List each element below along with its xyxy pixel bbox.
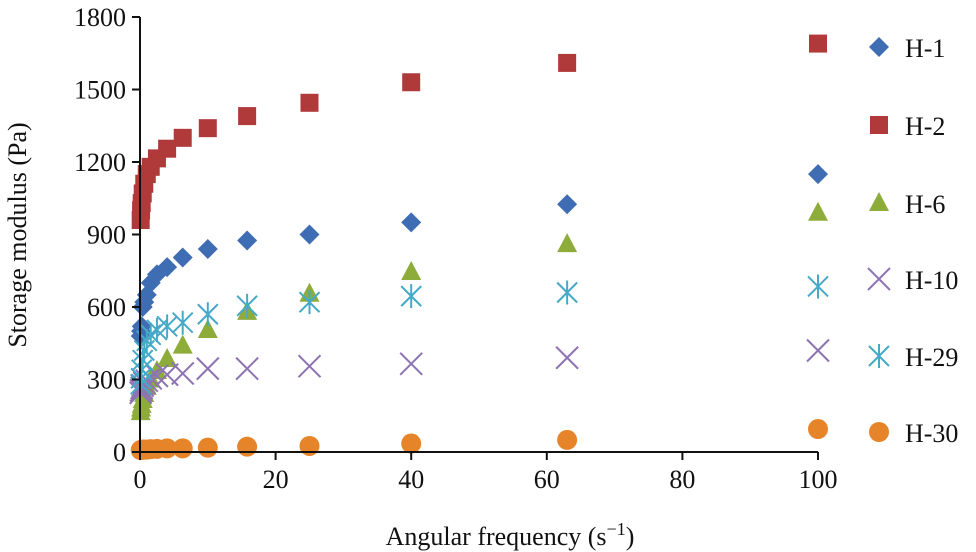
data-point: [401, 212, 422, 233]
legend-item: H-10: [867, 266, 958, 295]
data-point: [807, 274, 829, 299]
data-point: [401, 260, 422, 280]
series-H-1: [130, 164, 828, 346]
legend-marker: [869, 422, 889, 442]
data-point: [197, 239, 218, 259]
data-point: [808, 201, 828, 221]
data-point: [197, 318, 218, 338]
legend-marker: [868, 344, 890, 368]
data-point: [809, 34, 827, 53]
legend: H-1 H-2 H-6 H-10 H-29 H-30: [867, 34, 958, 448]
data-point: [172, 310, 194, 335]
legend-marker: [867, 267, 891, 291]
ticks: 0 300 600 900 1200 1500 1800 0 20 40 60 80 100: [74, 3, 838, 494]
legend-item: H-30: [869, 419, 958, 448]
legend-item: H-6: [869, 190, 945, 219]
data-point: [401, 433, 422, 454]
y-tick-label: 1500: [74, 76, 126, 105]
data-point: [300, 93, 319, 112]
legend-item: H-29: [868, 343, 958, 372]
y-tick-label: 0: [113, 438, 126, 467]
legend-label: H-6: [905, 190, 945, 219]
data-point: [157, 438, 178, 459]
series-H-30: [130, 419, 828, 461]
data-point: [399, 352, 423, 376]
series-H-6: [130, 201, 828, 421]
y-tick-label: 1800: [74, 3, 126, 32]
legend-item: H-2: [870, 112, 945, 141]
x-tick-label: 60: [534, 465, 560, 494]
x-axis-label: Angular frequency (s−1): [386, 519, 635, 551]
data-point: [196, 356, 220, 381]
data-point: [197, 302, 219, 327]
legend-marker: [869, 37, 889, 57]
x-tick-label: 80: [669, 465, 695, 494]
data-point: [198, 119, 217, 138]
x-tick-label: 100: [799, 465, 838, 494]
data-point: [157, 257, 178, 278]
data-point: [171, 361, 195, 386]
data-point: [808, 164, 828, 185]
data-point: [197, 437, 218, 458]
legend-marker: [869, 192, 889, 211]
y-axis-label: Storage modulus (Pa): [3, 122, 32, 347]
y-tick-label: 900: [87, 221, 126, 250]
data-point: [808, 419, 828, 440]
data-point: [299, 224, 320, 245]
data-point: [557, 233, 578, 253]
data-point: [158, 139, 177, 158]
series-H-29: [129, 274, 829, 397]
legend-marker: [870, 116, 888, 134]
plot-area: [128, 34, 830, 461]
data-point: [237, 436, 258, 457]
x-tick-label: 0: [134, 465, 147, 494]
data-point: [236, 293, 258, 318]
y-tick-label: 300: [87, 366, 126, 395]
data-point: [172, 334, 193, 354]
data-point: [806, 338, 830, 363]
series-H-10: [128, 338, 830, 405]
data-point: [238, 107, 257, 126]
legend-label: H-1: [905, 34, 945, 63]
legend-label: H-30: [905, 419, 958, 448]
y-tick-label: 1200: [74, 148, 126, 177]
data-point: [557, 194, 578, 215]
data-point: [556, 280, 578, 305]
data-point: [555, 346, 579, 370]
data-point: [402, 73, 421, 92]
data-point: [400, 284, 422, 309]
data-point: [235, 356, 259, 381]
data-point: [298, 290, 321, 315]
data-point: [299, 435, 320, 456]
legend-label: H-10: [905, 266, 958, 295]
data-point: [237, 230, 258, 251]
legend-item: H-1: [869, 34, 945, 63]
data-point: [558, 53, 577, 72]
legend-label: H-2: [905, 112, 945, 141]
data-point: [173, 128, 192, 147]
y-tick-label: 600: [87, 293, 126, 322]
data-point: [557, 429, 578, 450]
data-point: [172, 438, 193, 459]
x-tick-label: 20: [263, 465, 289, 494]
x-tick-label: 40: [398, 465, 424, 494]
data-point: [297, 354, 322, 378]
legend-label: H-29: [905, 343, 958, 372]
series-H-2: [131, 34, 827, 229]
data-point: [172, 247, 193, 268]
